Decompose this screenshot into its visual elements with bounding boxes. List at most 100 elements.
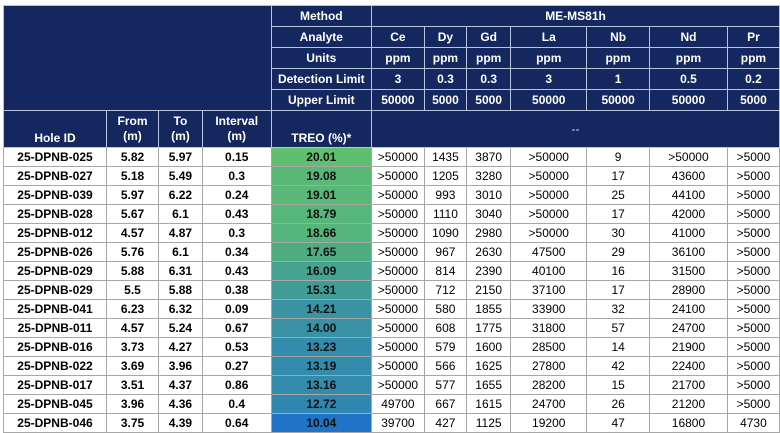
- assay-la-cell: 27800: [510, 356, 588, 376]
- treo-cell: 15.31: [270, 280, 373, 300]
- assay-nb-cell: 17: [586, 280, 651, 300]
- table-row: 25-DPNB-027 5.18 5.49 0.3 19.08 >50000 1205 328…: [3, 166, 780, 186]
- header-detection-limits-ce: 3: [371, 68, 425, 90]
- assay-gd-cell: 3870: [466, 147, 512, 167]
- treo-cell: 12.72: [270, 394, 373, 414]
- assay-gd-cell: 3280: [466, 166, 512, 186]
- assay-dy-cell: 577: [423, 375, 468, 395]
- assay-nb-cell: 32: [586, 299, 651, 319]
- header-blank-block: [3, 5, 272, 111]
- to-cell: 6.22: [158, 185, 203, 205]
- assay-ce-cell: >50000: [371, 375, 425, 395]
- method-value: ME-MS81h: [371, 5, 780, 27]
- to-cell: 6.32: [158, 299, 203, 319]
- assay-ce-cell: >50000: [371, 185, 425, 205]
- assay-pr-cell: >5000: [726, 223, 780, 243]
- header-upper-limits-la: 50000: [510, 89, 588, 111]
- header-units-dy: ppm: [423, 47, 468, 69]
- treo-cell: 17.65: [270, 242, 373, 262]
- assay-gd-cell: 1655: [466, 375, 512, 395]
- treo-cell: 19.08: [270, 166, 373, 186]
- assay-ce-cell: >50000: [371, 356, 425, 376]
- col-from: From (m): [105, 110, 160, 148]
- hole-id-cell: 25-DPNB-011: [3, 318, 107, 338]
- assay-dy-cell: 608: [423, 318, 468, 338]
- from-cell: 4.57: [105, 223, 160, 243]
- hole-id-cell: 25-DPNB-046: [3, 413, 107, 433]
- hole-id-cell: 25-DPNB-017: [3, 375, 107, 395]
- table-row: 25-DPNB-029 5.5 5.88 0.38 15.31 >50000 712 2150…: [3, 280, 780, 300]
- from-cell: 5.67: [105, 204, 160, 224]
- interval-cell: 0.67: [201, 318, 272, 338]
- interval-cell: 0.3: [201, 166, 272, 186]
- header-units-nd: ppm: [649, 47, 728, 69]
- header-detection-limits-pr: 0.2: [726, 68, 780, 90]
- table-row: 25-DPNB-025 5.82 5.97 0.15 20.01 >50000 1435 38…: [3, 147, 780, 167]
- interval-cell: 0.43: [201, 261, 272, 281]
- assay-dy-cell: 712: [423, 280, 468, 300]
- assay-nd-cell: 21900: [649, 337, 728, 357]
- assay-nd-cell: 36100: [649, 242, 728, 262]
- from-cell: 5.5: [105, 280, 160, 300]
- to-cell: 4.39: [158, 413, 203, 433]
- interval-cell: 0.4: [201, 394, 272, 414]
- assay-la-cell: 24700: [510, 394, 588, 414]
- interval-cell: 0.53: [201, 337, 272, 357]
- assay-la-cell: >50000: [510, 166, 588, 186]
- assay-la-cell: >50000: [510, 185, 588, 205]
- assay-nb-cell: 9: [586, 147, 651, 167]
- hole-id-cell: 25-DPNB-039: [3, 185, 107, 205]
- assay-gd-cell: 1625: [466, 356, 512, 376]
- assay-ce-cell: >50000: [371, 280, 425, 300]
- assay-pr-cell: >5000: [726, 375, 780, 395]
- to-cell: 4.36: [158, 394, 203, 414]
- assay-nb-cell: 15: [586, 375, 651, 395]
- assay-nb-cell: 29: [586, 242, 651, 262]
- assay-nd-cell: 22400: [649, 356, 728, 376]
- assay-ce-cell: 49700: [371, 394, 425, 414]
- col-interval-text: Interval (m): [215, 114, 259, 143]
- assay-nd-cell: 44100: [649, 185, 728, 205]
- method-label: Method: [270, 5, 373, 27]
- assay-pr-cell: >5000: [726, 242, 780, 262]
- assay-nb-cell: 25: [586, 185, 651, 205]
- from-cell: 4.57: [105, 318, 160, 338]
- table-row: 25-DPNB-022 3.69 3.96 0.27 13.19 >50000 566 162…: [3, 356, 780, 376]
- upper-limit-label: Upper Limit: [270, 89, 373, 111]
- from-cell: 3.69: [105, 356, 160, 376]
- table-row: 25-DPNB-041 6.23 6.32 0.09 14.21 >50000 580 185…: [3, 299, 780, 319]
- from-cell: 3.51: [105, 375, 160, 395]
- interval-cell: 0.38: [201, 280, 272, 300]
- treo-cell: 20.01: [270, 147, 373, 167]
- to-cell: 5.24: [158, 318, 203, 338]
- header-detection-limits-nb: 1: [586, 68, 651, 90]
- interval-cell: 0.3: [201, 223, 272, 243]
- assay-ce-cell: >50000: [371, 242, 425, 262]
- assay-dy-cell: 1110: [423, 204, 468, 224]
- assay-nd-cell: 43600: [649, 166, 728, 186]
- treo-cell: 18.79: [270, 204, 373, 224]
- treo-cell: 13.19: [270, 356, 373, 376]
- assay-la-cell: >50000: [510, 147, 588, 167]
- assay-gd-cell: 1600: [466, 337, 512, 357]
- hole-id-cell: 25-DPNB-029: [3, 261, 107, 281]
- assay-gd-cell: 2630: [466, 242, 512, 262]
- treo-cell: 18.66: [270, 223, 373, 243]
- assay-pr-cell: >5000: [726, 299, 780, 319]
- assay-nb-cell: 17: [586, 166, 651, 186]
- hole-id-cell: 25-DPNB-027: [3, 166, 107, 186]
- assay-nd-cell: 24100: [649, 299, 728, 319]
- header-analytes-nd: Nd: [649, 26, 728, 48]
- to-cell: 6.1: [158, 242, 203, 262]
- treo-cell: 14.00: [270, 318, 373, 338]
- units-label: Units: [270, 47, 373, 69]
- assay-nd-cell: 41000: [649, 223, 728, 243]
- table-body: 25-DPNB-025 5.82 5.97 0.15 20.01 >50000 1435 38…: [3, 147, 780, 433]
- treo-cell: 19.01: [270, 185, 373, 205]
- assay-ce-cell: >50000: [371, 318, 425, 338]
- assay-dy-cell: 1435: [423, 147, 468, 167]
- assay-la-cell: 40100: [510, 261, 588, 281]
- assay-gd-cell: 2980: [466, 223, 512, 243]
- assay-gd-cell: 1775: [466, 318, 512, 338]
- assay-gd-cell: 3040: [466, 204, 512, 224]
